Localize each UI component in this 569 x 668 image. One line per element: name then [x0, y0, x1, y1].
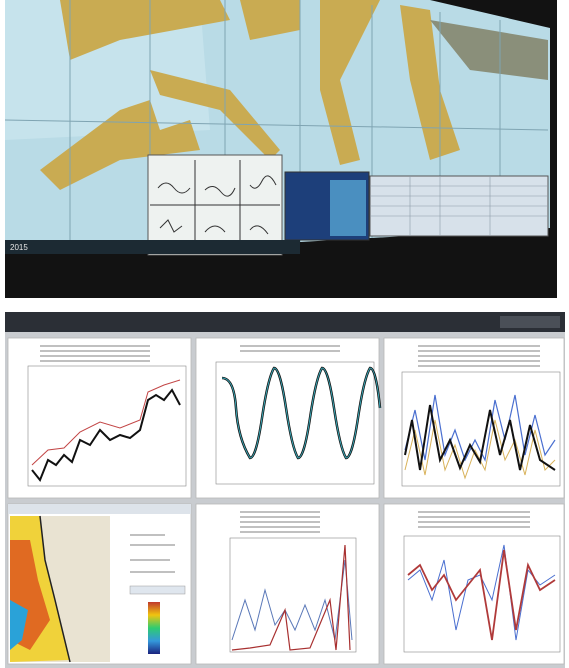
trace — [31, 379, 181, 466]
dropdown — [129, 585, 186, 595]
panel-header — [8, 504, 191, 514]
trace — [407, 549, 556, 641]
trace — [404, 394, 556, 462]
table-lines — [370, 176, 548, 236]
map-water — [330, 180, 366, 236]
video-wall-photo: 2015 — [4, 0, 557, 298]
legend — [240, 511, 320, 533]
dashboard-screenshot — [5, 312, 565, 668]
trace — [31, 388, 181, 482]
legend — [418, 345, 540, 367]
map-shape — [320, 0, 380, 165]
trace — [404, 404, 556, 471]
panel — [7, 337, 192, 499]
plot-area — [215, 361, 375, 485]
legend — [418, 511, 530, 528]
colorbar — [148, 602, 160, 654]
trace — [221, 367, 381, 459]
caption-bar — [5, 240, 300, 254]
plot-area — [401, 371, 561, 487]
plot-area — [27, 365, 187, 487]
map-sea — [10, 600, 28, 650]
legend — [240, 345, 340, 352]
window-buttons — [500, 316, 560, 328]
map-shape — [150, 70, 280, 160]
map-shape — [400, 5, 460, 160]
panel-sketches — [150, 160, 280, 250]
plot-area — [403, 535, 561, 653]
coastline — [39, 515, 71, 663]
map-shape — [430, 20, 548, 80]
map-shape — [40, 100, 200, 190]
title-bar — [5, 312, 565, 332]
controls — [130, 534, 175, 573]
photo-caption: 2015 — [10, 243, 28, 252]
map-shape — [60, 0, 230, 60]
map-shape — [240, 0, 300, 40]
trace — [231, 544, 351, 651]
panel — [383, 337, 565, 499]
screen-tile — [5, 0, 210, 140]
legend — [40, 345, 150, 362]
panel — [195, 503, 380, 665]
plot-area — [229, 537, 357, 653]
panel — [383, 503, 565, 665]
